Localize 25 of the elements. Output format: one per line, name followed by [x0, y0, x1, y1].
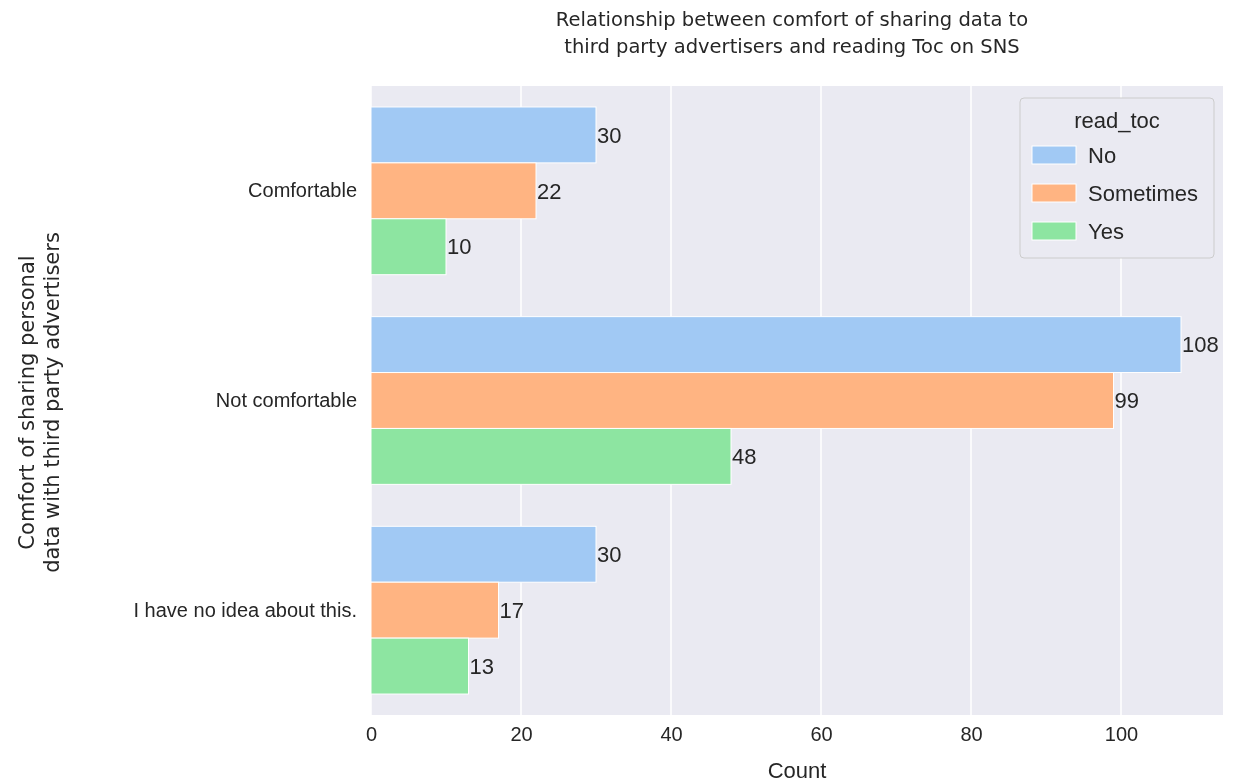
y-tick-label: I have no idea about this.	[133, 598, 357, 621]
data-label: 30	[597, 122, 622, 148]
data-label: 17	[499, 597, 524, 623]
x-tick-label: 60	[810, 723, 833, 746]
x-tick-label: 80	[960, 723, 983, 746]
x-tick-label: 0	[365, 723, 378, 746]
x-axis-title: Count	[767, 758, 827, 783]
x-tick-label: 40	[660, 723, 683, 746]
data-label: 108	[1182, 332, 1219, 358]
data-label: 13	[469, 653, 494, 679]
data-label: 48	[732, 444, 757, 470]
data-label: 10	[447, 234, 472, 260]
legend-label: Sometimes	[1088, 180, 1199, 206]
legend-label: No	[1088, 142, 1117, 168]
x-tick-label: 100	[1104, 723, 1139, 746]
legend-label: Yes	[1088, 218, 1124, 244]
x-tick-label: 20	[510, 723, 533, 746]
y-tick-label: Not comfortable	[215, 388, 357, 411]
data-label: 22	[537, 178, 562, 204]
data-label: 99	[1114, 388, 1139, 414]
chart-title: Relationship between comfort of sharing data to third party advertisers and reading Toc on SNS	[555, 8, 1029, 58]
y-tick-label: Comfortable	[248, 179, 357, 202]
y-axis-title: Comfort of sharing personal data with third party advertisers	[15, 232, 64, 573]
legend-title: read_toc	[1074, 108, 1160, 133]
data-label: 30	[597, 541, 622, 567]
